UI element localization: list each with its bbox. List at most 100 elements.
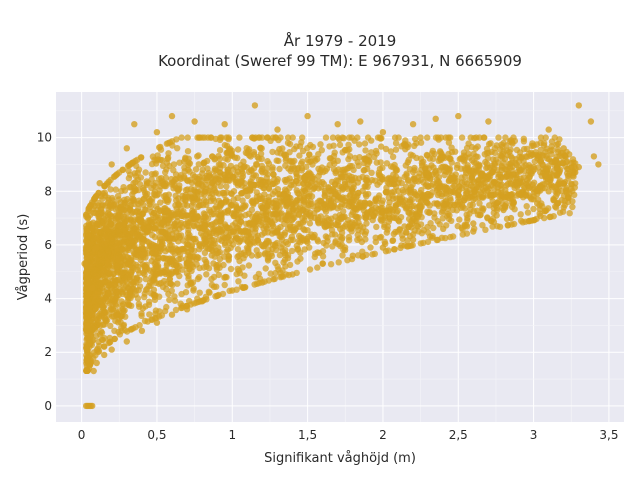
data-point — [517, 211, 524, 218]
data-point — [222, 223, 230, 230]
data-point — [263, 212, 270, 219]
data-point — [402, 162, 409, 169]
data-point — [311, 185, 318, 192]
data-point — [246, 220, 253, 227]
data-point — [402, 137, 409, 144]
data-point — [391, 214, 398, 222]
data-point — [105, 290, 112, 298]
data-point — [322, 233, 330, 240]
data-point — [346, 134, 353, 141]
chart-title-line2: Koordinat (Sweref 99 TM): E 967931, N 66… — [158, 52, 522, 70]
data-point — [279, 267, 286, 274]
data-point — [234, 246, 242, 253]
data-point — [380, 208, 387, 215]
data-point — [216, 136, 224, 143]
x-tick-label: 1,5 — [298, 428, 317, 442]
data-point — [406, 166, 414, 173]
y-tick-label: 8 — [44, 184, 52, 198]
data-point — [242, 202, 249, 209]
data-point — [254, 237, 261, 244]
data-point — [195, 202, 203, 209]
data-point — [443, 191, 450, 198]
data-point — [556, 209, 564, 216]
data-point — [189, 207, 196, 214]
y-tick-label: 2 — [44, 345, 52, 359]
data-point — [107, 338, 114, 345]
data-point — [152, 203, 160, 210]
data-point — [456, 193, 463, 201]
data-point — [118, 207, 125, 214]
data-point — [234, 146, 242, 153]
data-point — [273, 228, 280, 235]
data-point — [507, 137, 515, 144]
data-point — [188, 179, 196, 186]
data-point — [420, 226, 427, 234]
data-point — [264, 134, 271, 141]
data-point — [215, 215, 222, 222]
data-point — [152, 248, 159, 255]
data-point — [257, 202, 265, 210]
data-point — [432, 115, 439, 123]
data-point — [239, 197, 246, 204]
data-point — [95, 261, 102, 268]
data-point — [235, 252, 242, 259]
data-point — [172, 306, 180, 314]
data-point — [185, 275, 192, 282]
data-point — [383, 184, 390, 191]
data-point — [256, 192, 263, 200]
data-point — [189, 171, 197, 179]
data-point — [165, 191, 172, 198]
data-point — [461, 165, 469, 172]
data-point — [174, 280, 181, 287]
data-point — [507, 146, 514, 153]
data-point — [163, 166, 170, 173]
data-point — [525, 174, 533, 181]
data-point — [349, 252, 356, 259]
data-point — [504, 222, 511, 229]
data-point — [223, 134, 230, 141]
data-point — [150, 209, 158, 216]
data-point — [291, 214, 298, 221]
data-point — [445, 139, 453, 146]
data-point — [96, 210, 103, 217]
data-point — [120, 308, 127, 315]
data-point — [108, 161, 115, 168]
data-point — [191, 186, 198, 193]
data-point — [489, 215, 497, 222]
data-point — [470, 228, 477, 235]
data-point — [489, 223, 496, 230]
data-point — [199, 166, 206, 173]
data-point — [404, 143, 411, 151]
data-point — [329, 134, 337, 141]
data-point — [90, 219, 97, 226]
data-point — [95, 318, 102, 326]
data-point — [104, 254, 111, 261]
data-point — [470, 150, 477, 158]
data-point — [372, 147, 380, 155]
data-point — [289, 134, 296, 141]
data-point — [139, 251, 147, 259]
data-point — [475, 181, 482, 188]
data-point — [554, 188, 562, 195]
data-point — [213, 167, 220, 174]
data-point — [429, 232, 436, 240]
data-point — [296, 152, 303, 159]
data-point — [248, 167, 255, 174]
data-point — [326, 143, 333, 150]
data-point — [291, 145, 298, 153]
data-point — [438, 234, 446, 241]
data-point — [184, 148, 192, 155]
data-point — [336, 141, 344, 149]
data-point — [520, 182, 528, 190]
data-point — [304, 193, 311, 200]
data-point — [355, 214, 362, 221]
data-point — [443, 184, 451, 192]
data-point — [509, 171, 517, 178]
data-point — [198, 243, 205, 250]
data-point — [139, 225, 146, 233]
data-point — [155, 254, 162, 261]
data-point — [463, 223, 471, 230]
data-point — [282, 151, 290, 159]
data-point — [401, 223, 408, 230]
data-point — [259, 165, 266, 173]
